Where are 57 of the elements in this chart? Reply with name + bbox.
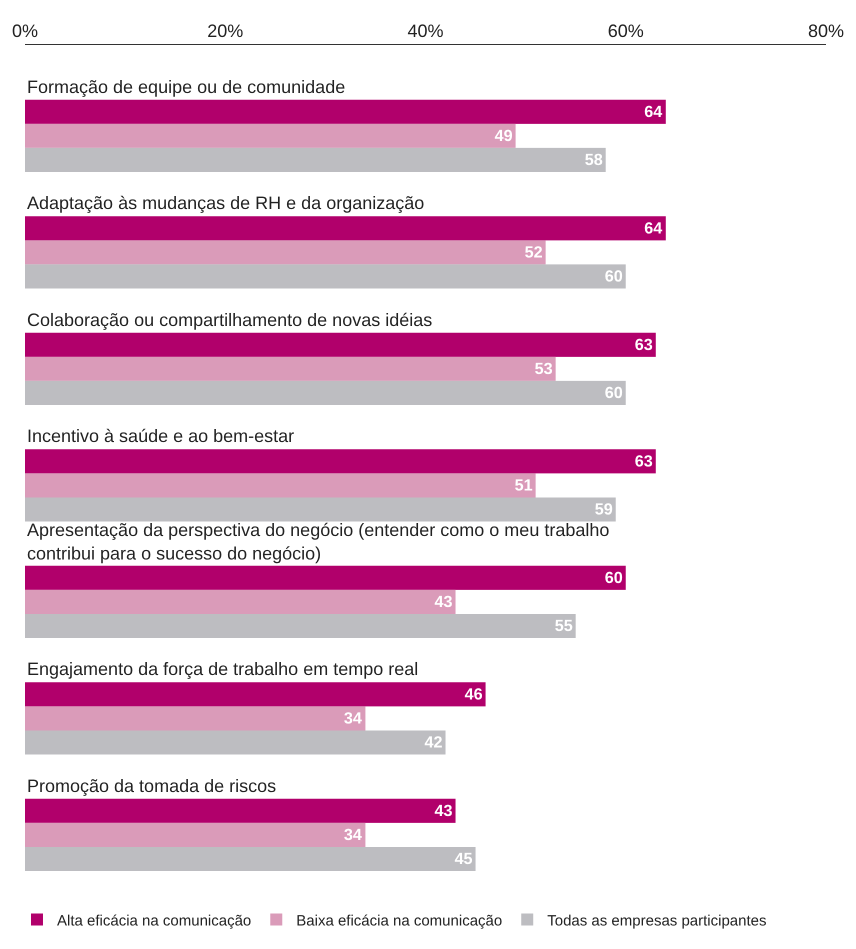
- y-tick-label: Promoção da tomada de riscos: [27, 776, 276, 796]
- y-tick-label: Formação de equipe ou de comunidade: [27, 77, 346, 97]
- bar: [25, 497, 616, 522]
- data-label: 63: [634, 336, 653, 354]
- data-label: 60: [604, 268, 623, 286]
- bar: [25, 332, 656, 357]
- y-tick-label: Incentivo à saúde e ao bem-estar: [27, 426, 294, 446]
- y-tick-label: Colaboração ou compartilhamento de novas idéias: [27, 310, 432, 330]
- data-label: 49: [494, 127, 513, 146]
- data-label: 43: [434, 593, 453, 612]
- bar: [25, 148, 606, 172]
- x-tick-label: 0%: [12, 20, 38, 41]
- x-tick-label: 60%: [608, 20, 644, 41]
- legend-label: Baixa eficácia na comunicação: [296, 912, 502, 930]
- data-label: 63: [634, 452, 653, 471]
- data-label: 55: [554, 617, 573, 636]
- data-label: 51: [514, 476, 533, 495]
- bar: [25, 566, 626, 590]
- bar: [25, 380, 626, 406]
- data-label: 46: [464, 686, 483, 704]
- data-label: 52: [524, 244, 543, 262]
- bar: [25, 846, 476, 872]
- y-tick-label: Engajamento da força de trabalho em tempo real: [27, 659, 418, 679]
- bar: [25, 798, 456, 823]
- data-label: 58: [584, 151, 603, 170]
- y-tick-label: Apresentação da perspectiva do negócio (entender como o meu trabalho contribui para o sucesso do negócio): [27, 520, 610, 564]
- data-label: 34: [344, 826, 362, 844]
- bar: [25, 730, 446, 755]
- bar: [25, 822, 366, 847]
- bar: [25, 706, 366, 730]
- data-label: 59: [594, 500, 613, 519]
- x-tick-label: 80%: [808, 20, 844, 41]
- data-label: 64: [644, 103, 662, 122]
- data-label: 53: [534, 360, 553, 378]
- data-label: 43: [434, 802, 453, 820]
- data-label: 42: [424, 734, 443, 752]
- bar: [25, 449, 656, 474]
- data-label: 64: [644, 220, 662, 238]
- x-tick-label: 20%: [207, 20, 244, 41]
- data-label: 60: [604, 569, 623, 588]
- legend-label: Todas as empresas participantes: [547, 912, 767, 930]
- bar: [25, 473, 536, 498]
- bar: [25, 614, 576, 638]
- data-label: 60: [604, 384, 623, 402]
- y-tick-label: Adaptação às mudanças de RH e da organização: [27, 193, 424, 213]
- data-label: 34: [344, 710, 362, 728]
- bar: [25, 100, 666, 124]
- data-label: 45: [454, 850, 473, 868]
- bar: [25, 356, 556, 381]
- bar: [25, 240, 546, 264]
- bar: [25, 124, 516, 148]
- bar: [25, 264, 626, 288]
- x-tick-label: 40%: [407, 20, 444, 41]
- bar: [25, 682, 486, 706]
- legend-label: Alta eficácia na comunicação: [56, 912, 252, 930]
- bar: [25, 216, 666, 240]
- bar: [25, 590, 456, 614]
